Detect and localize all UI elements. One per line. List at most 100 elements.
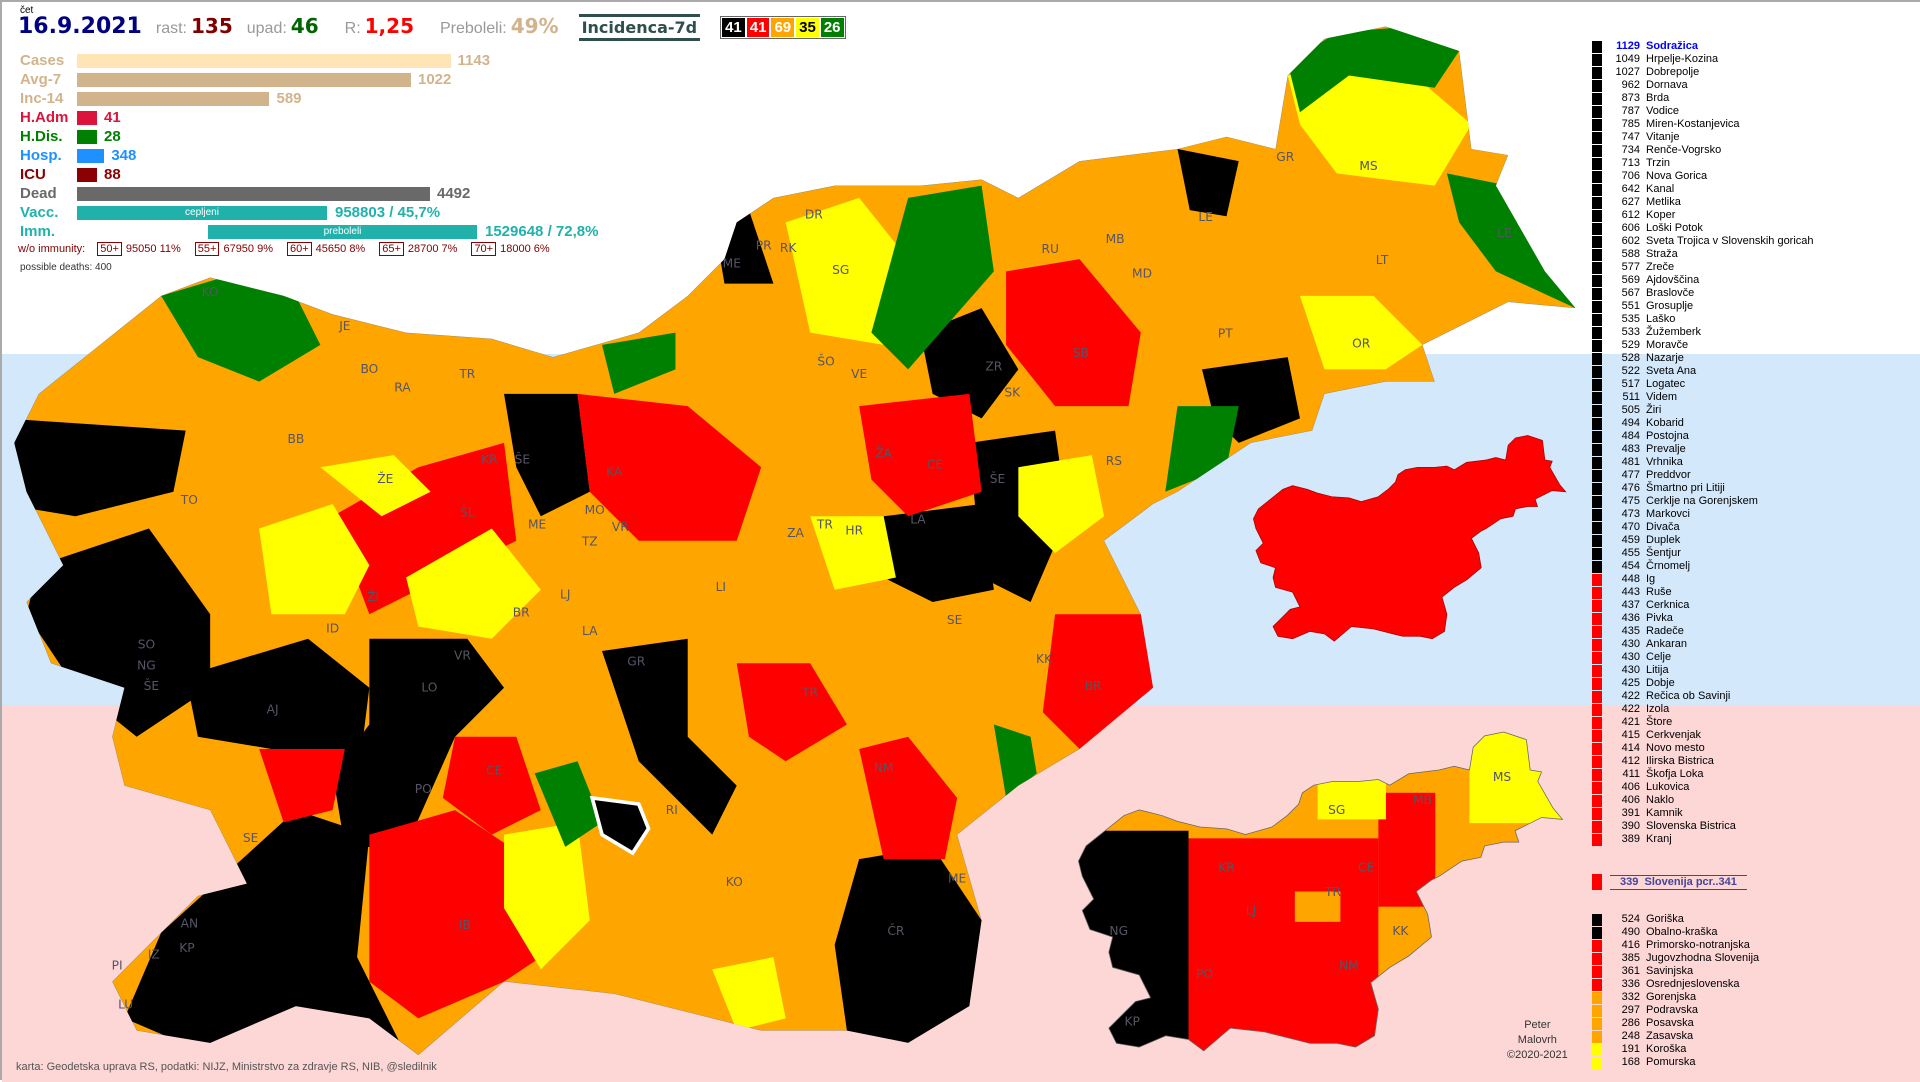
region-yellow[interactable] bbox=[406, 528, 541, 639]
list-item[interactable]: 448 Ig bbox=[1592, 573, 1814, 586]
list-item[interactable]: 627 Metlika bbox=[1592, 196, 1814, 209]
list-item[interactable]: 477 Preddvor bbox=[1592, 469, 1814, 482]
list-item[interactable]: 430 Litija bbox=[1592, 664, 1814, 677]
list-item[interactable]: 430 Ankaran bbox=[1592, 638, 1814, 651]
list-item[interactable]: 517 Logatec bbox=[1592, 378, 1814, 391]
region-yellow[interactable] bbox=[259, 504, 370, 615]
list-item[interactable]: 1049 Hrpelje-Kozina bbox=[1592, 53, 1814, 66]
list-item[interactable]: 529 Moravče bbox=[1592, 339, 1814, 352]
list-item[interactable]: 416 Primorsko-notranjska bbox=[1592, 939, 1759, 952]
region-green[interactable] bbox=[1165, 406, 1239, 492]
list-item[interactable]: 511 Videm bbox=[1592, 391, 1814, 404]
list-item[interactable]: 577 Zreče bbox=[1592, 261, 1814, 274]
list-item[interactable]: 437 Cerknica bbox=[1592, 599, 1814, 612]
list-item[interactable]: 422 Rečica ob Savinji bbox=[1592, 690, 1814, 703]
region-black[interactable] bbox=[26, 528, 211, 737]
selected-municipality-sodrazica[interactable] bbox=[589, 795, 651, 856]
region-yellow[interactable] bbox=[504, 822, 590, 970]
list-item[interactable]: 286 Posavska bbox=[1592, 1017, 1759, 1030]
list-item[interactable]: 385 Jugovzhodna Slovenija bbox=[1592, 952, 1759, 965]
list-item[interactable]: 475 Cerklje na Gorenjskem bbox=[1592, 495, 1814, 508]
list-item[interactable]: 391 Kamnik bbox=[1592, 807, 1814, 820]
region-yellow[interactable] bbox=[785, 197, 909, 345]
list-item[interactable]: 551 Grosuplje bbox=[1592, 300, 1814, 313]
list-item[interactable]: 415 Cerkvenjak bbox=[1592, 729, 1814, 742]
region-yellow[interactable] bbox=[320, 455, 431, 517]
list-item[interactable]: 390 Slovenska Bistrica bbox=[1592, 820, 1814, 833]
region-red[interactable] bbox=[442, 736, 541, 835]
region-black[interactable] bbox=[504, 393, 590, 517]
list-item[interactable]: 336 Osrednjeslovenska bbox=[1592, 978, 1759, 991]
list-item[interactable]: 332 Gorenjska bbox=[1592, 991, 1759, 1004]
list-item[interactable]: 494 Kobarid bbox=[1592, 417, 1814, 430]
list-item[interactable]: 430 Celje bbox=[1592, 651, 1814, 664]
list-item[interactable]: 483 Prevalje bbox=[1592, 443, 1814, 456]
list-item[interactable]: 406 Naklo bbox=[1592, 794, 1814, 807]
list-item[interactable]: 476 Šmartno pri Litiji bbox=[1592, 482, 1814, 495]
list-item[interactable]: 522 Sveta Ana bbox=[1592, 365, 1814, 378]
list-item[interactable]: 455 Šentjur bbox=[1592, 547, 1814, 560]
region-green[interactable] bbox=[993, 724, 1037, 798]
list-item[interactable]: 389 Kranj bbox=[1592, 833, 1814, 846]
list-item[interactable]: 411 Škofja Loka bbox=[1592, 768, 1814, 781]
list-item[interactable]: 297 Podravska bbox=[1592, 1004, 1759, 1017]
list-item[interactable]: 361 Savinjska bbox=[1592, 965, 1759, 978]
region-black[interactable] bbox=[920, 308, 1019, 419]
list-item[interactable]: 248 Zasavska bbox=[1592, 1030, 1759, 1043]
list-item[interactable]: 588 Straža bbox=[1592, 248, 1814, 261]
region-black[interactable] bbox=[1177, 148, 1239, 217]
list-item[interactable]: 454 Črnomelj bbox=[1592, 560, 1814, 573]
list-item[interactable]: 535 Laško bbox=[1592, 313, 1814, 326]
region-red[interactable] bbox=[859, 736, 958, 860]
region-red[interactable] bbox=[259, 748, 345, 823]
list-item[interactable]: 421 Štore bbox=[1592, 716, 1814, 729]
list-item[interactable]: 1027 Dobrepolje bbox=[1592, 66, 1814, 79]
region-black[interactable] bbox=[883, 504, 994, 603]
list-item[interactable]: 490 Obalno-kraška bbox=[1592, 926, 1759, 939]
list-item[interactable]: 734 Renče-Vogrsko bbox=[1592, 144, 1814, 157]
list-item[interactable]: 412 Ilirska Bistrica bbox=[1592, 755, 1814, 768]
list-item[interactable]: 422 Izola bbox=[1592, 703, 1814, 716]
list-item[interactable]: 191 Koroška bbox=[1592, 1043, 1759, 1056]
list-item[interactable]: 602 Sveta Trojica v Slovenskih goricah bbox=[1592, 235, 1814, 248]
region-yellow[interactable] bbox=[810, 516, 896, 590]
list-item[interactable]: 168 Pomurska bbox=[1592, 1056, 1759, 1069]
list-item[interactable]: 873 Brda bbox=[1592, 92, 1814, 105]
list-item[interactable]: 706 Nova Gorica bbox=[1592, 170, 1814, 183]
region-red[interactable] bbox=[1006, 259, 1141, 407]
region-red[interactable] bbox=[577, 393, 762, 541]
region-red[interactable] bbox=[859, 393, 982, 517]
list-item[interactable]: 787 Vodice bbox=[1592, 105, 1814, 118]
region-green[interactable] bbox=[161, 277, 321, 382]
list-item[interactable]: 436 Pivka bbox=[1592, 612, 1814, 625]
list-item[interactable]: 459 Duplek bbox=[1592, 534, 1814, 547]
region-green[interactable] bbox=[1446, 173, 1576, 309]
list-item[interactable]: 747 Vitanje bbox=[1592, 131, 1814, 144]
region-black[interactable] bbox=[332, 638, 505, 847]
list-item[interactable]: 569 Ajdovščina bbox=[1592, 274, 1814, 287]
list-item[interactable]: 962 Dornava bbox=[1592, 79, 1814, 92]
region-red[interactable] bbox=[1042, 614, 1154, 749]
region-yellow[interactable] bbox=[1018, 455, 1105, 554]
region-green[interactable] bbox=[534, 761, 603, 847]
region-black[interactable] bbox=[602, 638, 737, 835]
region-green[interactable] bbox=[602, 332, 676, 394]
list-item[interactable]: 785 Miren-Kostanjevica bbox=[1592, 118, 1814, 131]
list-item[interactable]: 425 Dobje bbox=[1592, 677, 1814, 690]
list-item[interactable]: 567 Braslovče bbox=[1592, 287, 1814, 300]
region-black[interactable] bbox=[834, 846, 982, 1043]
region-yellow[interactable] bbox=[712, 957, 786, 1031]
list-item[interactable]: 443 Ruše bbox=[1592, 586, 1814, 599]
region-red[interactable] bbox=[332, 442, 517, 615]
region-green[interactable] bbox=[871, 185, 994, 370]
list-item[interactable]: 642 Kanal bbox=[1592, 183, 1814, 196]
list-item[interactable]: 606 Loški Potok bbox=[1592, 222, 1814, 235]
list-item[interactable]: 473 Markovci bbox=[1592, 508, 1814, 521]
list-item[interactable]: 414 Novo mesto bbox=[1592, 742, 1814, 755]
region-black[interactable] bbox=[2, 418, 186, 517]
list-item[interactable]: 484 Postojna bbox=[1592, 430, 1814, 443]
mode-selector[interactable]: Incidenca-7d bbox=[578, 14, 701, 41]
list-item[interactable]: 435 Radeče bbox=[1592, 625, 1814, 638]
region-black[interactable] bbox=[124, 810, 407, 1056]
